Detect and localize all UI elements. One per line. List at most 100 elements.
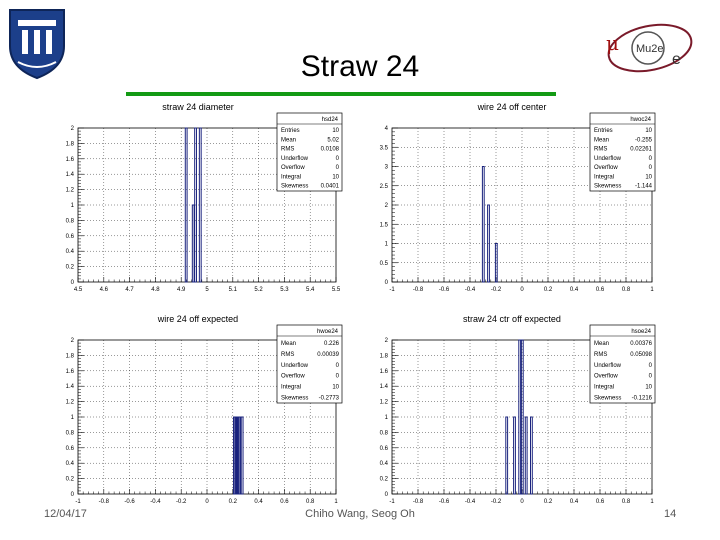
stats-label: Mean <box>594 137 609 143</box>
stats-box: hwoc24 Entries 10 Mean -0.255 RMS 0.02261 Under… <box>589 112 656 192</box>
x-tick-label: 5.5 <box>332 287 341 293</box>
histogram-bar <box>191 204 195 283</box>
stats-histogram-name: hsd24 <box>322 117 339 123</box>
y-tick-label: 0 <box>385 492 389 498</box>
title-underline <box>126 92 556 96</box>
y-tick-label: 0.5 <box>380 261 389 267</box>
x-tick-label: 4.8 <box>151 287 160 293</box>
y-tick-label: 1.8 <box>66 141 75 147</box>
stats-value: -0.1216 <box>632 395 653 401</box>
x-tick-label: 0 <box>205 499 209 505</box>
stats-label: Overflow <box>594 374 618 380</box>
x-tick-label: 5 <box>205 287 209 293</box>
stats-histogram-name: hsoe24 <box>631 329 651 335</box>
stats-label: Integral <box>281 174 301 180</box>
y-tick-label: 0.2 <box>380 477 389 483</box>
x-tick-label: -0.2 <box>491 499 502 505</box>
x-tick-label: 0.4 <box>570 499 579 505</box>
stats-label: RMS <box>281 147 294 153</box>
histogram-bar <box>520 339 524 495</box>
stats-label: Skewness <box>281 395 308 401</box>
stats-value: 10 <box>332 384 339 390</box>
histogram-bar <box>487 204 490 283</box>
x-tick-label: 0.4 <box>570 287 579 293</box>
y-tick-label: 0.8 <box>66 218 75 224</box>
x-tick-label: -1 <box>389 287 395 293</box>
y-tick-label: 1.2 <box>66 400 75 406</box>
slide-title: Straw 24 <box>300 50 420 83</box>
stats-value: 0.00376 <box>630 341 652 347</box>
y-tick-label: 0 <box>385 280 389 286</box>
histogram-title: straw 24 diameter <box>162 102 234 112</box>
y-tick-label: 1 <box>71 203 75 209</box>
footer-page-number: 14 <box>664 508 677 520</box>
stats-label: RMS <box>281 352 294 358</box>
y-tick-label: 0.6 <box>66 446 75 452</box>
stats-value: 10 <box>332 128 339 134</box>
x-tick-label: 0.6 <box>596 499 605 505</box>
stats-value: 0 <box>649 374 653 380</box>
histogram-bar <box>238 416 241 495</box>
x-tick-label: 0.6 <box>596 287 605 293</box>
x-tick-label: 4.5 <box>74 287 83 293</box>
stats-box: hsoe24 Mean 0.00376 RMS 0.05098 Underflow 0 Ove… <box>589 324 656 404</box>
stats-value: 10 <box>332 174 339 180</box>
histogram-bar <box>530 416 533 495</box>
x-tick-label: 0.8 <box>306 499 315 505</box>
x-tick-label: -0.6 <box>439 499 450 505</box>
histogram-panel-4: -1 -0.8 -0.6 -0.4 -0.2 0 0.2 0.4 0.6 0.8 100.20.40… <box>380 314 656 505</box>
stats-value: 0 <box>336 363 340 369</box>
y-tick-label: 1 <box>385 242 389 248</box>
x-tick-label: -0.2 <box>176 499 187 505</box>
stats-label: Entries <box>594 128 613 134</box>
y-tick-label: 3 <box>385 165 389 171</box>
x-tick-label: 5.4 <box>306 287 315 293</box>
x-tick-label: -1 <box>389 499 395 505</box>
stats-value: 0.226 <box>324 341 340 347</box>
histogram-bar <box>513 416 516 495</box>
x-tick-label: 0.4 <box>254 499 263 505</box>
y-tick-label: 0 <box>71 492 75 498</box>
x-tick-label: -0.8 <box>413 499 424 505</box>
histogram-bar <box>518 339 522 495</box>
x-tick-label: -0.6 <box>439 287 450 293</box>
x-tick-label: 1 <box>650 499 654 505</box>
x-tick-label: -0.4 <box>465 287 476 293</box>
stats-value: 0 <box>336 165 340 171</box>
stats-label: Mean <box>594 341 609 347</box>
y-tick-label: 1.4 <box>66 384 75 390</box>
x-tick-label: 0.8 <box>622 499 631 505</box>
histogram-bar <box>524 416 528 495</box>
y-tick-label: 2.5 <box>380 184 389 190</box>
stats-value: 0.0108 <box>321 147 340 153</box>
y-tick-label: 1 <box>385 415 389 421</box>
stats-label: Mean <box>281 341 296 347</box>
stats-box-frame <box>589 112 656 192</box>
x-tick-label: -0.6 <box>124 499 135 505</box>
y-tick-label: 0.6 <box>380 446 389 452</box>
y-tick-label: 1.2 <box>66 188 75 194</box>
x-tick-label: -1 <box>75 499 81 505</box>
stats-box-frame <box>276 112 343 192</box>
x-tick-label: -0.8 <box>99 499 110 505</box>
mu2e-label: Mu2e <box>636 43 664 55</box>
x-tick-label: 5.2 <box>254 287 263 293</box>
y-tick-label: 0.4 <box>66 249 75 255</box>
y-tick-label: 2 <box>385 338 389 344</box>
y-tick-label: 0.8 <box>380 430 389 436</box>
stats-value: 0.02261 <box>630 147 652 153</box>
x-tick-label: 0 <box>520 287 524 293</box>
stats-box-frame <box>276 324 343 404</box>
footer-date: 12/04/17 <box>44 508 87 520</box>
stats-value: 10 <box>645 128 652 134</box>
x-tick-label: 0.2 <box>544 287 553 293</box>
histogram-panel-1: 4.5 4.6 4.7 4.8 4.9 5 5.1 5.2 5.3 5.4 5.5 0 0.2 0.4 0.… <box>66 102 343 293</box>
stats-value: 0.0401 <box>321 184 340 190</box>
y-tick-label: 2 <box>385 203 389 209</box>
stats-label: Overflow <box>281 165 305 171</box>
stats-label: Mean <box>281 137 296 143</box>
stats-histogram-name: hwoc24 <box>630 117 651 123</box>
x-tick-label: 4.6 <box>100 287 109 293</box>
y-tick-label: 4 <box>385 126 389 132</box>
footer-authors: Chiho Wang, Seog Oh <box>305 508 415 520</box>
